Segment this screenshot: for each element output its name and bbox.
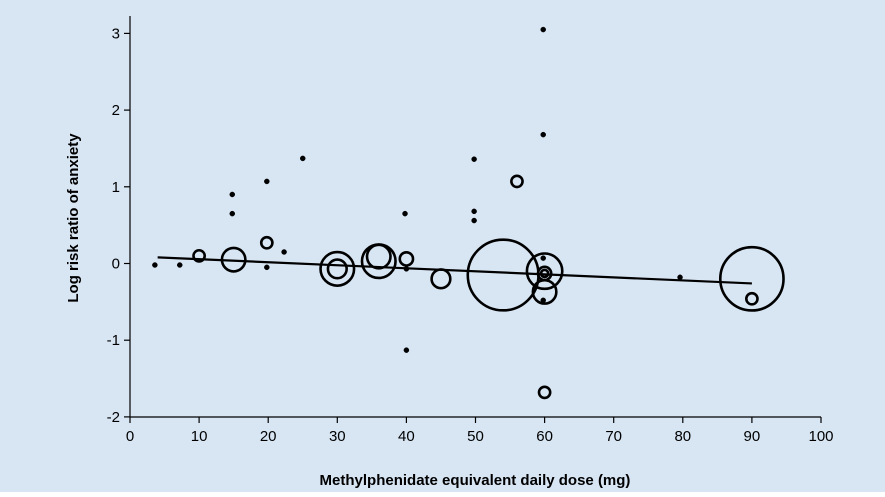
- data-point: [326, 258, 348, 280]
- data-point: [525, 252, 564, 291]
- data-point: [540, 255, 546, 261]
- y-tick-label: 0: [112, 256, 120, 273]
- x-tick-label: 80: [674, 428, 691, 445]
- x-axis-title: Methylphenidate equivalent daily dose (m…: [320, 472, 631, 489]
- regression-line: [157, 256, 752, 285]
- x-tick-label: 70: [605, 428, 622, 445]
- data-point: [471, 217, 477, 224]
- data-point: [229, 210, 236, 217]
- data-point: [403, 347, 410, 353]
- data-point: [319, 250, 356, 287]
- data-point: [677, 274, 683, 281]
- x-tick-label: 30: [329, 428, 346, 445]
- x-tick-label: 10: [191, 428, 208, 445]
- data-point: [177, 262, 183, 268]
- x-tick-label: 20: [260, 428, 277, 445]
- y-tick-label: -2: [107, 409, 120, 426]
- data-point: [471, 208, 477, 215]
- data-point: [402, 210, 408, 217]
- data-point: [264, 178, 270, 185]
- y-tick-label: 1: [112, 179, 120, 196]
- data-point: [264, 264, 270, 271]
- y-tick-label: 3: [112, 25, 120, 42]
- data-point: [540, 297, 546, 304]
- data-point: [531, 278, 558, 305]
- x-tick-label: 0: [126, 428, 134, 445]
- data-point: [300, 155, 306, 162]
- data-point: [398, 250, 415, 267]
- y-tick-label: 2: [112, 102, 120, 119]
- x-tick-label: 50: [467, 428, 484, 445]
- x-tick-label: 90: [744, 428, 761, 445]
- data-point: [510, 174, 524, 189]
- data-point: [718, 245, 785, 312]
- data-point: [540, 26, 546, 33]
- data-point: [471, 156, 477, 162]
- data-point: [229, 191, 236, 198]
- data-point: [745, 291, 759, 306]
- data-point: [537, 385, 552, 400]
- data-point: [259, 235, 274, 250]
- data-point: [152, 262, 158, 268]
- x-tick-label: 100: [808, 428, 833, 445]
- data-point: [365, 243, 392, 270]
- data-point: [540, 131, 546, 138]
- data-point: [192, 248, 206, 263]
- regression-line-group: [157, 256, 752, 285]
- data-point: [281, 249, 287, 255]
- x-tick-label: 60: [536, 428, 553, 445]
- y-tick-label: -1: [107, 332, 120, 349]
- x-tick-label: 40: [398, 428, 415, 445]
- y-axis-title: Log risk ratio of anxiety: [65, 133, 82, 303]
